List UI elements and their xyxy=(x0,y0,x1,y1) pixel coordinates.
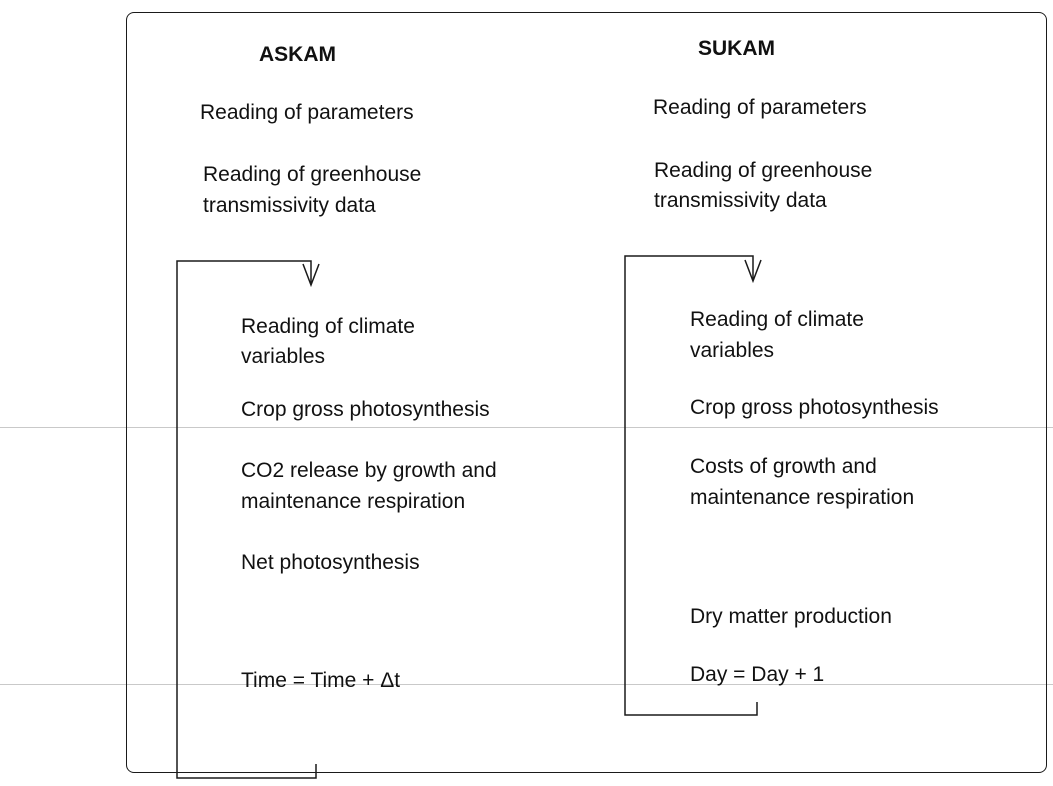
sukam-costs-line2: maintenance respiration xyxy=(690,486,915,509)
askam-loop-line xyxy=(176,260,317,779)
askam-transmissivity-line2: transmissivity data xyxy=(203,194,376,217)
scan-line-lower xyxy=(0,684,1053,685)
askam-time-step: Time = Time + Δt xyxy=(241,669,401,692)
askam-title: ASKAM xyxy=(259,43,336,66)
sukam-costs-line1: Costs of growth and xyxy=(690,455,877,478)
diagram-frame xyxy=(126,12,1047,773)
sukam-climate-line2: variables xyxy=(690,339,775,362)
scan-line-upper xyxy=(0,427,1053,428)
sukam-loop-line xyxy=(624,255,758,716)
askam-climate-line2: variables xyxy=(241,345,326,368)
askam-climate-line1: Reading of climate xyxy=(241,315,415,338)
askam-co2-release-line2: maintenance respiration xyxy=(241,490,466,513)
sukam-transmissivity-line1: Reading of greenhouse xyxy=(654,159,873,182)
askam-loop-arrow-icon xyxy=(302,263,320,288)
sukam-reading-parameters: Reading of parameters xyxy=(653,96,867,119)
sukam-climate-line1: Reading of climate xyxy=(690,308,864,331)
sukam-dry-matter-production: Dry matter production xyxy=(690,605,892,628)
sukam-transmissivity-line2: transmissivity data xyxy=(654,189,827,212)
askam-reading-parameters: Reading of parameters xyxy=(200,101,414,124)
askam-co2-release-line1: CO2 release by growth and xyxy=(241,459,497,482)
askam-gross-photosynthesis: Crop gross photosynthesis xyxy=(241,398,490,421)
askam-net-photosynthesis: Net photosynthesis xyxy=(241,551,420,574)
sukam-gross-photosynthesis: Crop gross photosynthesis xyxy=(690,396,939,419)
askam-transmissivity-line1: Reading of greenhouse xyxy=(203,163,422,186)
sukam-day-step: Day = Day + 1 xyxy=(690,663,825,686)
sukam-loop-arrow-icon xyxy=(744,259,762,284)
sukam-title: SUKAM xyxy=(698,37,775,60)
